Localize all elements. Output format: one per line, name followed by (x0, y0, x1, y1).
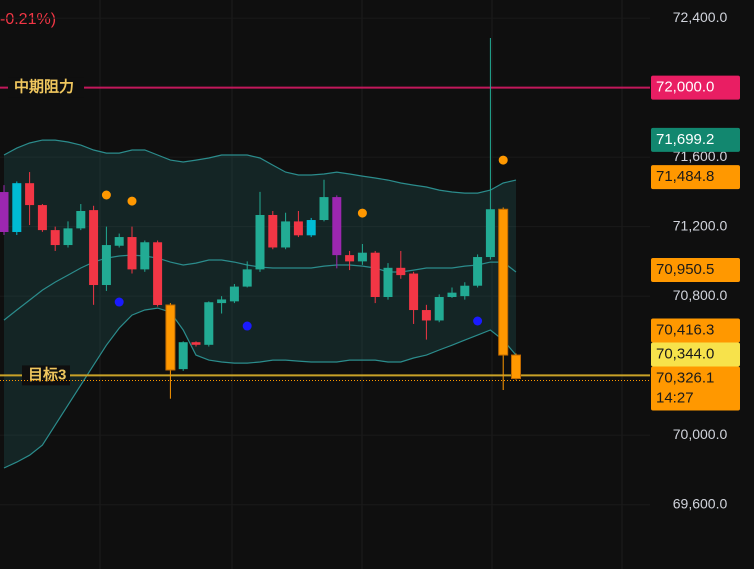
signal-dot (357, 208, 367, 218)
price-badge-time: 14:27 (656, 389, 694, 406)
vertical-grid (99, 0, 623, 569)
candle-body (357, 252, 367, 262)
band-lower (3, 307, 517, 469)
candle-body (268, 214, 278, 248)
price-badge-label: 71,484.8 (656, 168, 714, 185)
candle-body (0, 192, 9, 233)
y-tick-label: 70,000.0 (673, 426, 728, 442)
candle-body (242, 269, 252, 287)
signal-dot (127, 196, 137, 206)
price-badge (651, 342, 740, 367)
signal-dot (498, 155, 508, 165)
candle-body (383, 267, 393, 298)
candle-body (140, 242, 150, 270)
candle-body (345, 255, 355, 262)
candle-body (178, 342, 188, 370)
y-tick-label: 69,600.0 (673, 495, 728, 511)
candle-body (447, 292, 457, 298)
candle-body (101, 245, 111, 286)
signal-dot (242, 321, 252, 331)
candle-body (396, 267, 406, 276)
candle-body (370, 252, 380, 298)
header-change: -0.21%) (0, 11, 56, 28)
candle-body (434, 297, 444, 321)
signal-dot (114, 297, 124, 307)
band-fill (4, 140, 516, 468)
candle-body (485, 209, 495, 258)
candle-body (191, 342, 201, 345)
candle-body (217, 299, 227, 304)
candle-body (204, 302, 214, 345)
price-badge (651, 127, 740, 152)
y-tick-label: 71,200.0 (673, 217, 728, 233)
candle-body (12, 183, 22, 233)
candle-body (281, 221, 291, 248)
candle-body (319, 197, 329, 221)
price-badge-label: 71,699.2 (656, 131, 714, 148)
price-badge-label: 70,344.0 (656, 345, 714, 362)
price-badge-label: 70,326.1 (656, 369, 714, 386)
candle-body (421, 310, 431, 321)
y-tick-label: 72,400.0 (673, 9, 728, 25)
price-badge-label: 70,950.5 (656, 261, 714, 278)
price-badge-label: 72,000.0 (656, 79, 714, 96)
level-label-bg (8, 77, 84, 98)
candle-body (498, 208, 509, 356)
price-badge (651, 165, 740, 190)
candle-body (153, 242, 163, 306)
candle-body (89, 210, 99, 286)
candle-body (293, 221, 303, 236)
candle-body (511, 354, 521, 380)
candle-body (50, 230, 60, 246)
band-upper (3, 139, 517, 194)
candle-body (37, 205, 47, 231)
price-badge (651, 75, 740, 100)
candle-body (255, 214, 265, 270)
level-label: 目标3 (28, 365, 66, 383)
price-badge (651, 257, 740, 282)
level-label: 中期阻力 (14, 78, 74, 96)
price-badge (651, 366, 740, 411)
price-badge-label: 70,416.3 (656, 321, 714, 338)
signal-dot (101, 190, 111, 200)
candle-body (229, 286, 239, 302)
candle-body (127, 237, 137, 270)
candle-body (460, 285, 470, 297)
candle-body (76, 210, 86, 229)
candle-body (409, 273, 419, 311)
candle-body (63, 228, 73, 246)
candle-body (114, 237, 124, 246)
price-badge (651, 318, 740, 343)
candle-body (25, 183, 35, 206)
candle-body (332, 197, 342, 256)
y-tick-label: 70,800.0 (673, 287, 728, 303)
signal-dot (473, 316, 483, 326)
candle-body (473, 257, 483, 286)
candle-body (165, 304, 176, 371)
candle-body (306, 220, 316, 236)
